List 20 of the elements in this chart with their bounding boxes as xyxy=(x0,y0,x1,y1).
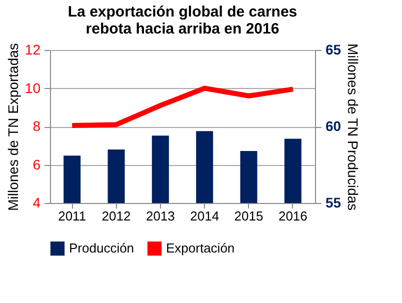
legend-label: Producción xyxy=(69,240,134,256)
x-tick-label: 2011 xyxy=(58,208,86,224)
y2-axis-title: Millones de TN Producidas xyxy=(345,43,362,211)
y2-tick-label: 60 xyxy=(326,118,342,134)
y-tick-label: 10 xyxy=(24,80,41,96)
x-tick-label: 2015 xyxy=(234,208,264,224)
text: rebota hacia arriba en 2016 xyxy=(86,20,280,38)
y-tick-label: 12 xyxy=(24,42,41,58)
y2-tick-label: 55 xyxy=(326,194,342,210)
x-tick-label: 2013 xyxy=(146,208,175,224)
y-tick-label: 8 xyxy=(32,118,41,134)
text: La exportación global de carnes xyxy=(68,3,298,20)
y-tick-label: 4 xyxy=(32,194,41,210)
legend-label: Exportación xyxy=(166,240,235,256)
x-tick-label: 2012 xyxy=(102,208,131,224)
y-axis-title: Millones de TN Exportadas xyxy=(4,43,21,211)
y-tick-label: 6 xyxy=(32,156,41,172)
y2-tick-label: 65 xyxy=(326,42,342,58)
x-tick-label: 2014 xyxy=(190,208,220,224)
x-tick-label: 2016 xyxy=(278,208,308,224)
